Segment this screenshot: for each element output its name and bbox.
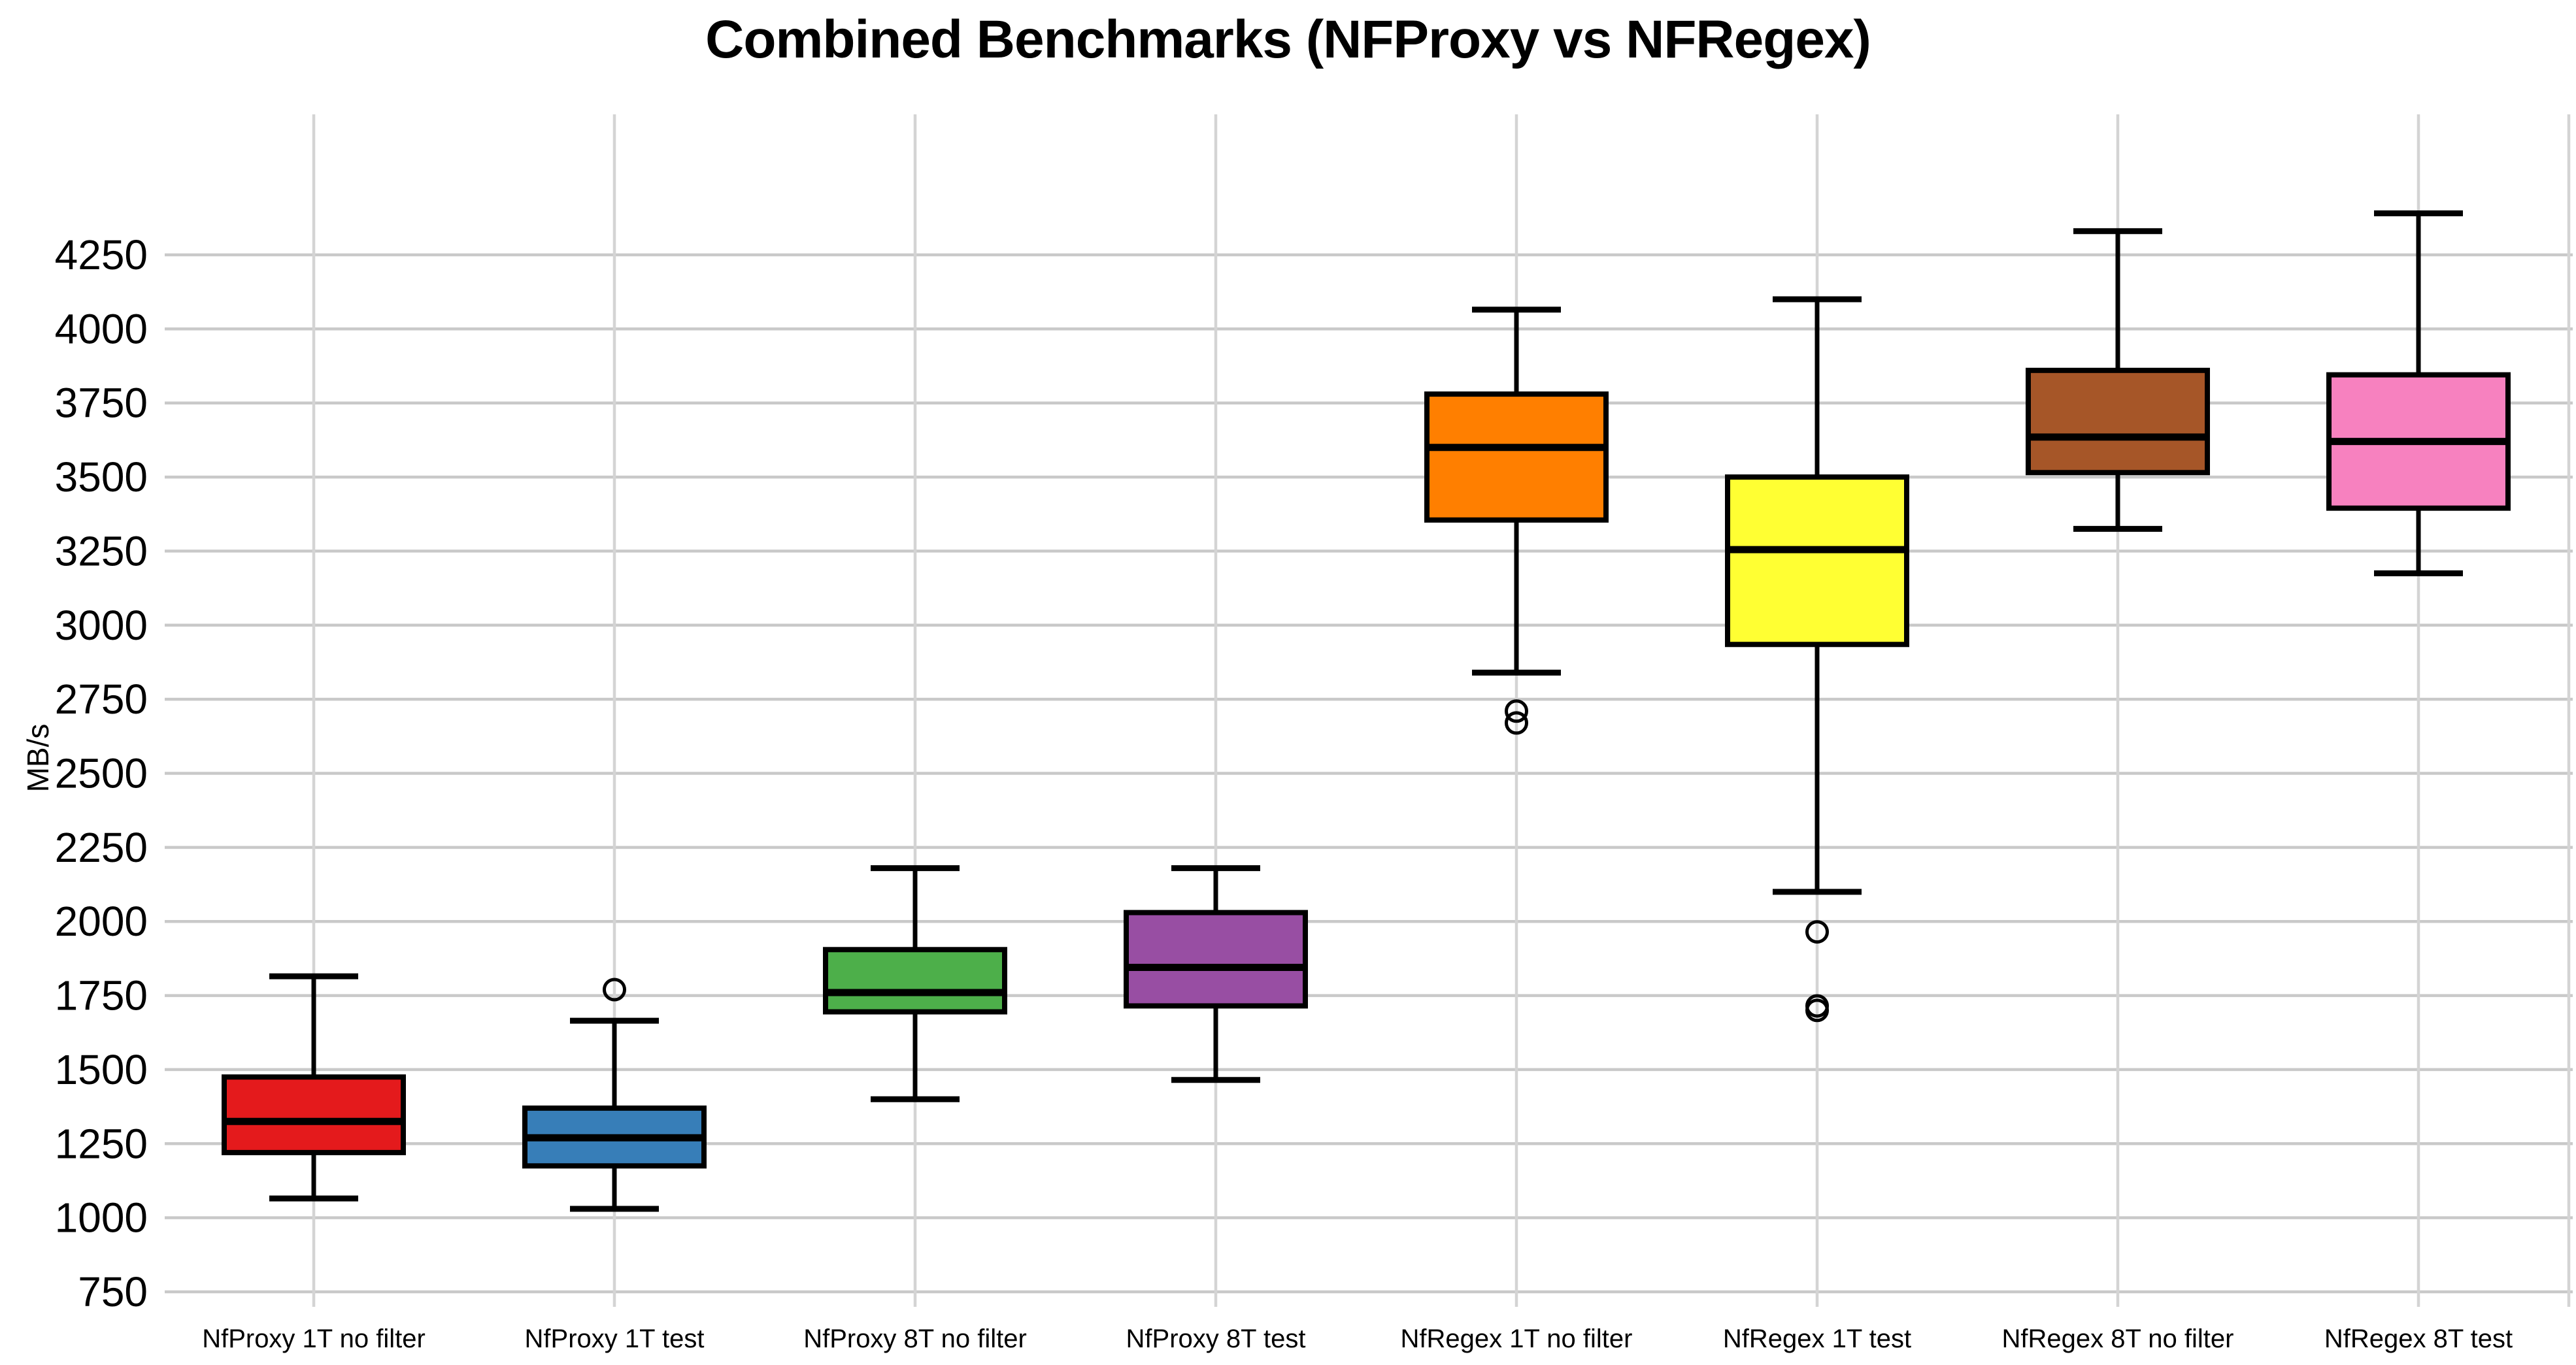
boxplot-nfproxy-1t-test	[522, 978, 707, 1212]
box-rect	[2026, 367, 2210, 476]
boxplot-nfproxy-8t-test	[1124, 865, 1308, 1083]
x-category-label: NfRegex 8T no filter	[2002, 1324, 2234, 1353]
x-category-label: NfProxy 1T no filter	[202, 1324, 426, 1353]
y-tick-label: 4250	[55, 231, 148, 278]
y-tick-label: 1750	[55, 972, 148, 1019]
x-category-label: NfRegex 1T no filter	[1401, 1324, 1633, 1353]
chart-title: Combined Benchmarks (NFProxy vs NFRegex)	[705, 10, 1871, 69]
y-tick-label: 1000	[55, 1194, 148, 1242]
y-tick-label: 1500	[55, 1046, 148, 1093]
boxplot-nfregex-8t-no-filter	[2026, 228, 2210, 532]
y-tick-label: 3500	[55, 453, 148, 501]
y-tick-label: 2250	[55, 824, 148, 871]
y-tick-label: 3000	[55, 602, 148, 649]
y-tick-label: 3750	[55, 380, 148, 427]
x-category-label: NfRegex 8T test	[2324, 1324, 2513, 1353]
box-rect	[1124, 910, 1308, 1009]
x-category-label: NfRegex 1T test	[1723, 1324, 1911, 1353]
y-tick-label: 2500	[55, 749, 148, 797]
y-tick-label: 1250	[55, 1120, 148, 1167]
box-rect	[222, 1074, 406, 1155]
outlier-point	[1505, 699, 1528, 723]
y-tick-label: 750	[78, 1268, 148, 1315]
boxplot-nfproxy-8t-no-filter	[823, 865, 1007, 1102]
x-category-label: NfProxy 8T no filter	[803, 1324, 1027, 1353]
box-rect	[1424, 391, 1609, 523]
y-tick-label: 2000	[55, 898, 148, 945]
outlier-point	[603, 978, 626, 1002]
box-rect	[1725, 474, 1909, 648]
boxplot-nfregex-1t-no-filter	[1424, 306, 1609, 735]
boxplot-nfproxy-1t-no-filter	[222, 973, 406, 1202]
x-category-label: NfProxy 8T test	[1126, 1324, 1306, 1353]
x-category-label: NfProxy 1T test	[525, 1324, 705, 1353]
outlier-point	[1505, 711, 1528, 735]
y-tick-label: 4000	[55, 305, 148, 352]
boxplot-nfregex-8t-test	[2326, 210, 2511, 576]
outlier-point	[1805, 920, 1829, 944]
y-tick-label: 3250	[55, 527, 148, 574]
box-rect	[823, 947, 1007, 1015]
outlier-point	[1805, 998, 1829, 1023]
boxplot-nfregex-1t-test	[1725, 296, 1909, 1023]
y-tick-label: 2750	[55, 676, 148, 723]
